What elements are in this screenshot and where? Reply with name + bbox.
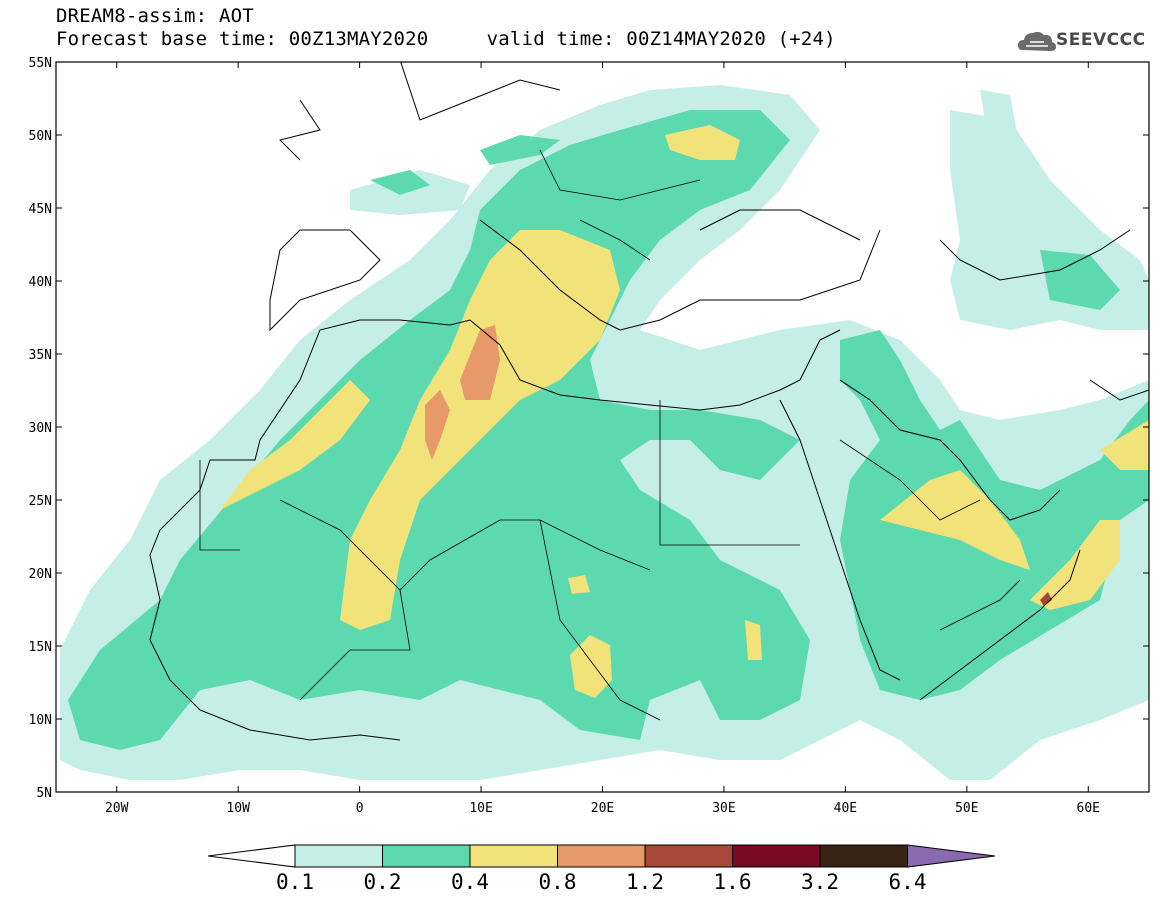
colorbar-label: 0.1 bbox=[276, 870, 314, 894]
lat-axis: 55N 50N 45N 40N 35N 30N 25N 20N 15N 10N 5N bbox=[29, 56, 1149, 801]
colorbar-label: 0.4 bbox=[451, 870, 489, 894]
lon-tick-label: 50E bbox=[955, 801, 978, 816]
coastlines bbox=[149, 62, 1149, 741]
colorbar-label: 1.2 bbox=[626, 870, 664, 894]
lat-tick-label: 35N bbox=[29, 348, 52, 363]
colorbar-label: 0.2 bbox=[364, 870, 402, 894]
lat-tick-label: 15N bbox=[29, 640, 52, 655]
colorbar-swatch bbox=[557, 844, 646, 868]
lon-tick-label: 10E bbox=[469, 801, 492, 816]
colorbar-over-arrow bbox=[907, 844, 996, 868]
aot-field bbox=[60, 62, 1149, 780]
aot-level-1.2 bbox=[1040, 592, 1052, 606]
cloud-icon bbox=[1018, 31, 1056, 51]
lat-tick-label: 30N bbox=[29, 421, 52, 436]
lat-tick-label: 45N bbox=[29, 202, 52, 217]
lat-tick-label: 25N bbox=[29, 494, 52, 509]
colorbar-label: 1.6 bbox=[714, 870, 752, 894]
lat-tick-label: 20N bbox=[29, 567, 52, 582]
colorbar-swatch bbox=[644, 844, 733, 868]
colorbar-label: 0.8 bbox=[539, 870, 577, 894]
lon-tick-label: 30E bbox=[712, 801, 735, 816]
colorbar-swatch bbox=[294, 844, 383, 868]
lon-tick-label: 60E bbox=[1077, 801, 1100, 816]
lat-tick-label: 50N bbox=[29, 129, 52, 144]
lon-tick-label: 0 bbox=[356, 801, 364, 816]
colorbar-swatch bbox=[469, 844, 558, 868]
title-line-2: Forecast base time: 00Z13MAY2020 valid t… bbox=[56, 28, 836, 50]
country-borders bbox=[199, 149, 1021, 721]
logo-text: SEEVCCC bbox=[1056, 30, 1146, 50]
lat-tick-label: 10N bbox=[29, 713, 52, 728]
lat-tick-label: 40N bbox=[29, 275, 52, 290]
colorbar bbox=[207, 844, 996, 868]
aot-level-0.8 bbox=[425, 325, 500, 460]
title-line-1: DREAM8-assim: AOT bbox=[56, 5, 254, 27]
colorbar-under-arrow bbox=[207, 844, 296, 868]
lat-tick-label: 55N bbox=[29, 56, 52, 71]
lon-tick-label: 10W bbox=[226, 801, 250, 816]
colorbar-labels: 0.1 0.2 0.4 0.8 1.2 1.6 3.2 6.4 bbox=[276, 870, 926, 894]
lon-axis: 20W 10W 0 10E 20E 30E 40E 50E 60E bbox=[105, 62, 1100, 816]
lat-tick-label: 5N bbox=[36, 786, 52, 801]
lon-tick-label: 40E bbox=[834, 801, 857, 816]
colorbar-swatch bbox=[382, 844, 471, 868]
colorbar-swatch bbox=[819, 844, 908, 868]
lon-tick-label: 20E bbox=[591, 801, 614, 816]
colorbar-label: 3.2 bbox=[801, 870, 839, 894]
lon-tick-label: 20W bbox=[105, 801, 129, 816]
colorbar-label: 6.4 bbox=[889, 870, 927, 894]
colorbar-swatch bbox=[732, 844, 821, 868]
